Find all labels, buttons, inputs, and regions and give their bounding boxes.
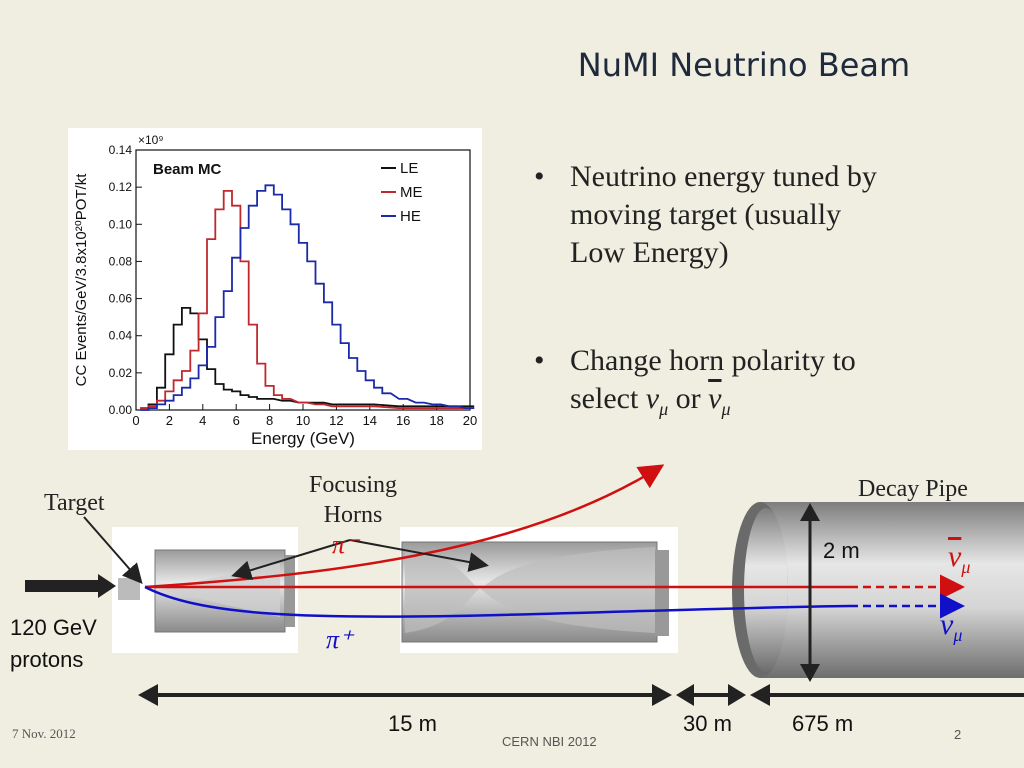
x-tick-label: 8 <box>266 413 273 428</box>
target-block <box>118 578 140 600</box>
bullet-2: • Change horn polarity to select νμ or ν… <box>534 342 856 428</box>
y-tick-label: 0.10 <box>109 217 133 231</box>
bullet-dot: • <box>534 160 545 193</box>
nu-mu-bar-label: νμ <box>948 540 970 578</box>
chart-exponent: ×10⁹ <box>138 133 164 147</box>
x-tick-label: 6 <box>233 413 240 428</box>
focusing-label-line-2: Horns <box>323 502 383 528</box>
legend-label-le: LE <box>400 160 418 177</box>
distance-675m: 675 m <box>792 711 854 736</box>
nu-bar-symbol: ν <box>948 540 962 573</box>
focusing-horns-label: Focusing Horns <box>294 470 412 530</box>
bullet-1-line-2: moving target (usually <box>570 198 842 231</box>
target-pointer <box>83 516 143 585</box>
proton-arrowhead <box>98 574 116 598</box>
nu-mu-symbol: ν <box>645 382 660 415</box>
target-label: Target <box>44 490 105 516</box>
protons-label: 120 GeV protons <box>10 612 97 676</box>
legend-label-me: ME <box>400 184 423 201</box>
x-tick-label: 16 <box>396 413 410 428</box>
decay-pipe <box>732 502 1024 678</box>
mu-subscript-bar: μ <box>721 399 731 419</box>
distance-arrows <box>138 684 1024 706</box>
nu-sub: μ <box>953 625 963 645</box>
chart-xlabel: Energy (GeV) <box>251 429 355 448</box>
x-tick-label: 12 <box>329 413 343 428</box>
x-tick-label: 0 <box>132 413 139 428</box>
y-tick-label: 0.00 <box>109 403 133 417</box>
x-tick-label: 2 <box>166 413 173 428</box>
bullet-dot: • <box>534 344 545 377</box>
pi-minus-label: π⁻ <box>332 530 359 559</box>
nu-mu-label: νμ <box>940 608 962 646</box>
diameter-arrowhead-top <box>800 503 820 521</box>
chart-ylabel: CC Events/GeV/3.8x10²⁰POT/kt <box>73 173 90 387</box>
chart-svg: CC Events/GeV/3.8x10²⁰POT/kt Energy (GeV… <box>73 133 477 448</box>
footer-center: CERN NBI 2012 <box>502 734 597 749</box>
y-tick-label: 0.04 <box>109 329 133 343</box>
x-tick-label: 18 <box>429 413 443 428</box>
horns-pointer-1 <box>231 539 351 580</box>
bullet-1-line-3: Low Energy) <box>570 236 729 269</box>
pi-minus-deflected-path <box>144 464 665 589</box>
diameter-label: 2 m <box>823 538 860 563</box>
page-number: 2 <box>954 727 962 742</box>
protons-label-line-1: 120 GeV <box>10 615 97 640</box>
nu-bar-sub: μ <box>961 557 971 577</box>
nu-symbol: ν <box>940 608 954 641</box>
energy-spectrum-chart: CC Events/GeV/3.8x10²⁰POT/kt Energy (GeV… <box>68 128 482 450</box>
legend-label-he: HE <box>400 208 421 225</box>
decay-pipe-label: Decay Pipe <box>858 476 968 502</box>
y-tick-label: 0.12 <box>109 180 133 194</box>
beamline-diagram <box>25 464 1024 706</box>
x-tick-label: 20 <box>463 413 477 428</box>
or-text: or <box>668 382 709 415</box>
bullet-1: • Neutrino energy tuned by moving target… <box>534 158 877 272</box>
y-tick-label: 0.06 <box>109 292 133 306</box>
x-tick-label: 14 <box>363 413 377 428</box>
footer-date: 7 Nov. 2012 <box>12 726 76 741</box>
series-line-me <box>140 190 475 409</box>
y-tick-label: 0.14 <box>109 143 133 157</box>
bullet-1-line-1: Neutrino energy tuned by <box>570 160 877 193</box>
diameter-arrowhead-bottom <box>800 664 820 682</box>
distance-30m: 30 m <box>683 711 732 736</box>
pi-plus-path <box>144 585 851 618</box>
chart-annotation: Beam MC <box>153 161 222 178</box>
distance-15m: 15 m <box>388 711 437 736</box>
x-tick-label: 10 <box>296 413 310 428</box>
bullet-2-line-2: select νμ or νμ <box>570 380 856 428</box>
bullet-2-line-1: Change horn polarity to <box>570 344 856 377</box>
pi-plus-label: π⁺ <box>326 625 353 654</box>
page-title: NuMI Neutrino Beam <box>577 46 911 84</box>
horns-pointer-2 <box>349 539 489 572</box>
protons-label-line-2: protons <box>10 647 84 672</box>
y-tick-label: 0.08 <box>109 254 133 268</box>
series-line-he <box>140 184 475 411</box>
y-tick-label: 0.02 <box>109 366 133 380</box>
x-tick-label: 4 <box>199 413 206 428</box>
focusing-label-line-1: Focusing <box>308 472 397 498</box>
select-text: select <box>570 382 646 415</box>
mu-subscript: μ <box>659 399 669 419</box>
nu-mu-bar-symbol: ν <box>708 382 722 415</box>
series-line-le <box>140 307 475 409</box>
